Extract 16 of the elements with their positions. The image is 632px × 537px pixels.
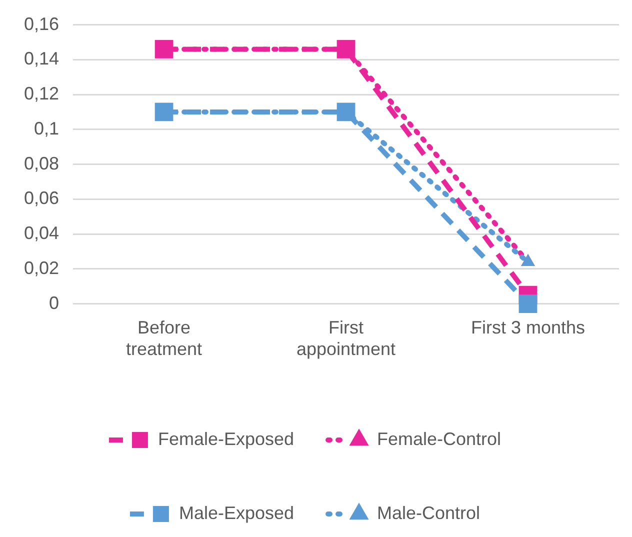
y-tick-label: 0 bbox=[49, 292, 60, 313]
y-tick-label: 0,06 bbox=[24, 188, 60, 208]
y-tick-label: 0,16 bbox=[24, 14, 60, 34]
x-tick-label: First appointment bbox=[296, 318, 396, 360]
y-tick-label: 0,14 bbox=[24, 48, 60, 69]
y-tick-label: 0,02 bbox=[24, 258, 60, 278]
y-tick-label: 0,12 bbox=[24, 84, 60, 104]
legend-label: Female-Control bbox=[377, 428, 502, 449]
y-tick-label: 0,1 bbox=[34, 118, 60, 138]
x-tick-label: Before treatment bbox=[126, 318, 202, 360]
legend-label: Male-Control bbox=[377, 502, 480, 523]
y-tick-label: 0,08 bbox=[24, 153, 60, 174]
legend-label: Male-Exposed bbox=[178, 502, 294, 523]
legend-label: Female-Exposed bbox=[158, 428, 294, 449]
y-tick-label: 0,04 bbox=[24, 223, 60, 244]
x-tick-label: First 3 months bbox=[470, 318, 586, 338]
